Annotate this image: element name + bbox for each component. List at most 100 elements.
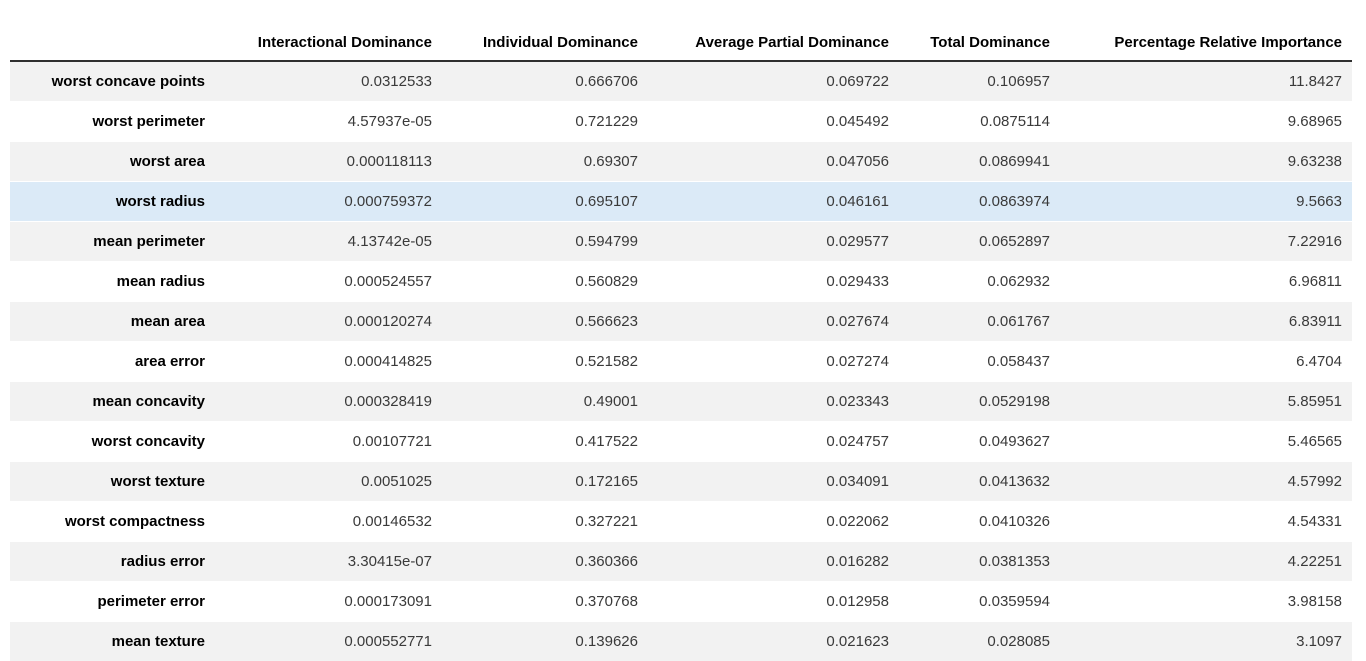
cell: 0.417522 <box>432 422 638 462</box>
row-label: mean area <box>10 302 205 342</box>
cell: 0.012958 <box>638 582 889 622</box>
cell: 0.0863974 <box>889 182 1050 222</box>
cell: 9.63238 <box>1050 142 1352 182</box>
cell: 0.047056 <box>638 142 889 182</box>
cell: 0.045492 <box>638 102 889 142</box>
row-label: radius error <box>10 542 205 582</box>
cell: 0.027674 <box>638 302 889 342</box>
cell: 0.034091 <box>638 462 889 502</box>
cell: 0.000524557 <box>205 262 432 302</box>
cell: 0.0875114 <box>889 102 1050 142</box>
row-label: mean radius <box>10 262 205 302</box>
cell: 0.069722 <box>638 61 889 102</box>
cell: 0.000118113 <box>205 142 432 182</box>
cell: 4.57937e-05 <box>205 102 432 142</box>
cell: 0.695107 <box>432 182 638 222</box>
cell: 0.139626 <box>432 622 638 661</box>
row-label: worst texture <box>10 462 205 502</box>
cell: 0.666706 <box>432 61 638 102</box>
column-header-interactional-dominance: Interactional Dominance <box>205 25 432 61</box>
column-header-average-partial-dominance: Average Partial Dominance <box>638 25 889 61</box>
cell: 0.058437 <box>889 342 1050 382</box>
cell: 0.023343 <box>638 382 889 422</box>
cell: 0.016282 <box>638 542 889 582</box>
row-label: mean texture <box>10 622 205 661</box>
cell: 0.00146532 <box>205 502 432 542</box>
cell: 0.0410326 <box>889 502 1050 542</box>
cell: 0.028085 <box>889 622 1050 661</box>
cell: 0.029577 <box>638 222 889 262</box>
cell: 0.0359594 <box>889 582 1050 622</box>
cell: 0.566623 <box>432 302 638 342</box>
cell: 9.5663 <box>1050 182 1352 222</box>
cell: 0.0312533 <box>205 61 432 102</box>
row-label: worst perimeter <box>10 102 205 142</box>
cell: 0.0529198 <box>889 382 1050 422</box>
cell: 5.46565 <box>1050 422 1352 462</box>
cell: 0.521582 <box>432 342 638 382</box>
cell: 4.13742e-05 <box>205 222 432 262</box>
row-label: worst concave points <box>10 61 205 102</box>
cell: 0.327221 <box>432 502 638 542</box>
column-header-index <box>10 25 205 61</box>
cell: 0.106957 <box>889 61 1050 102</box>
cell: 0.370768 <box>432 582 638 622</box>
row-label: worst compactness <box>10 502 205 542</box>
cell: 0.000759372 <box>205 182 432 222</box>
cell: 7.22916 <box>1050 222 1352 262</box>
cell: 0.061767 <box>889 302 1050 342</box>
cell: 6.4704 <box>1050 342 1352 382</box>
cell: 0.0051025 <box>205 462 432 502</box>
cell: 3.1097 <box>1050 622 1352 661</box>
cell: 0.062932 <box>889 262 1050 302</box>
cell: 0.000328419 <box>205 382 432 422</box>
row-label: mean perimeter <box>10 222 205 262</box>
cell: 0.560829 <box>432 262 638 302</box>
column-header-percentage-relative-importance: Percentage Relative Importance <box>1050 25 1352 61</box>
cell: 0.360366 <box>432 542 638 582</box>
cell: 0.021623 <box>638 622 889 661</box>
row-label: perimeter error <box>10 582 205 622</box>
cell: 0.0652897 <box>889 222 1050 262</box>
cell: 4.54331 <box>1050 502 1352 542</box>
row-label: area error <box>10 342 205 382</box>
cell: 3.98158 <box>1050 582 1352 622</box>
cell: 4.22251 <box>1050 542 1352 582</box>
column-header-individual-dominance: Individual Dominance <box>432 25 638 61</box>
cell: 0.046161 <box>638 182 889 222</box>
cell: 0.0413632 <box>889 462 1050 502</box>
cell: 0.024757 <box>638 422 889 462</box>
row-label: worst radius <box>10 182 205 222</box>
cell: 0.721229 <box>432 102 638 142</box>
cell: 0.000173091 <box>205 582 432 622</box>
cell: 6.83911 <box>1050 302 1352 342</box>
cell: 6.96811 <box>1050 262 1352 302</box>
cell: 0.000414825 <box>205 342 432 382</box>
cell: 11.8427 <box>1050 61 1352 102</box>
cell: 3.30415e-07 <box>205 542 432 582</box>
cell: 4.57992 <box>1050 462 1352 502</box>
cell: 0.029433 <box>638 262 889 302</box>
column-header-total-dominance: Total Dominance <box>889 25 1050 61</box>
row-label: worst area <box>10 142 205 182</box>
cell: 0.0869941 <box>889 142 1050 182</box>
cell: 0.0493627 <box>889 422 1050 462</box>
